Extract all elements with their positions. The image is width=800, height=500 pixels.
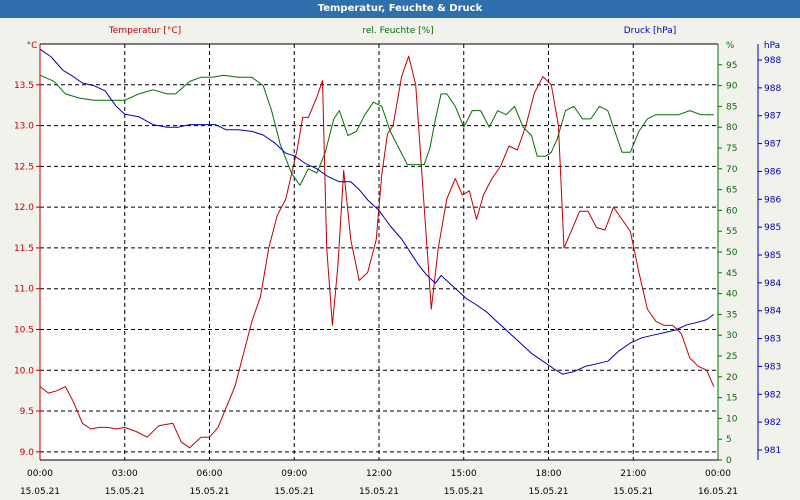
pressure-tick-label: 988 [764,84,781,94]
axes: 00:00 15.05.21 03:00 15.05.21 06:00 15.05.21 0… [14,43,781,497]
temperature-series-line [39,55,715,449]
temperature-tick-label: 12.0 [14,203,34,213]
pressure-tick-label: 982 [764,390,781,400]
temperature-unit-label: °C [27,41,38,51]
pressure-tick-label: 985 [764,223,781,233]
pressure-tick-label: 982 [764,418,781,428]
temperature-tick-label: 9.5 [20,407,34,417]
humidity-tick-label: 65 [726,186,737,196]
temperature-axis-title: Temperatur [°C] [108,26,181,36]
x-tick-date: 15.05.21 [189,487,229,497]
temperature-tick-label: 11.0 [14,285,34,295]
humidity-tick-label: 0 [726,456,732,466]
pressure-tick-label: 986 [764,195,781,205]
x-tick-time: 03:00 [112,469,138,479]
humidity-tick-label: 10 [726,414,738,424]
chart-title: Temperatur, Feuchte & Druck [0,0,800,18]
x-tick-time: 09:00 [281,469,307,479]
x-tick-date: 15.05.21 [105,487,145,497]
temperature-tick-label: 10.0 [14,366,34,376]
humidity-tick-label: 60 [726,206,738,216]
humidity-tick-label: 90 [726,82,738,92]
x-tick-date: 15.05.21 [528,487,568,497]
humidity-unit-label: % [726,41,735,51]
humidity-tick-label: 55 [726,227,737,237]
x-tick-time: 15:00 [451,469,477,479]
humidity-tick-label: 75 [726,144,737,154]
x-tick-time: 06:00 [197,469,223,479]
humidity-tick-label: 5 [726,435,732,445]
humidity-tick-label: 30 [726,331,738,341]
temperature-tick-label: 11.5 [14,244,34,254]
temperature-tick-label: 10.5 [14,325,34,335]
humidity-tick-label: 85 [726,102,737,112]
humidity-axis-title: rel. Feuchte [%] [362,26,433,36]
humidity-tick-label: 80 [726,123,738,133]
temperature-tick-label: 9.0 [20,448,35,458]
pressure-tick-label: 988 [764,56,781,66]
pressure-tick-label: 981 [764,446,781,456]
x-tick-date: 15.05.21 [359,487,399,497]
pressure-tick-label: 983 [764,335,781,345]
pressure-tick-label: 984 [764,307,781,317]
x-tick-time: 21:00 [620,469,646,479]
temperature-tick-label: 13.5 [14,81,34,91]
x-tick-date: 15.05.21 [274,487,314,497]
humidity-tick-label: 35 [726,310,737,320]
pressure-tick-label: 983 [764,362,781,372]
humidity-tick-label: 20 [726,373,738,383]
humidity-tick-label: 45 [726,269,737,279]
series-layer [39,48,715,449]
humidity-tick-label: 70 [726,165,738,175]
humidity-tick-label: 95 [726,61,737,71]
humidity-tick-label: 50 [726,248,738,258]
pressure-axis-title: Druck [hPa] [624,26,677,36]
x-tick-date: 15.05.21 [613,487,653,497]
grid-lines [40,44,718,460]
x-tick-time: 00:00 [705,469,731,479]
pressure-unit-label: hPa [764,41,780,51]
x-tick-time: 18:00 [536,469,562,479]
pressure-tick-label: 984 [764,279,781,289]
temperature-tick-label: 13.0 [14,122,34,132]
humidity-tick-label: 40 [726,290,738,300]
pressure-tick-label: 987 [764,112,781,122]
pressure-tick-label: 985 [764,251,781,261]
pressure-tick-label: 986 [764,167,781,177]
humidity-tick-label: 25 [726,352,737,362]
humidity-tick-label: 15 [726,394,737,404]
x-tick-date: 16.05.21 [698,487,738,497]
temperature-tick-label: 12.5 [14,162,34,172]
x-tick-date: 15.05.21 [20,487,60,497]
pressure-tick-label: 987 [764,140,781,150]
humidity-series-line [39,74,714,186]
x-tick-time: 00:00 [27,469,53,479]
x-tick-date: 15.05.21 [444,487,484,497]
pressure-series-line [39,48,715,375]
x-tick-time: 12:00 [366,469,392,479]
